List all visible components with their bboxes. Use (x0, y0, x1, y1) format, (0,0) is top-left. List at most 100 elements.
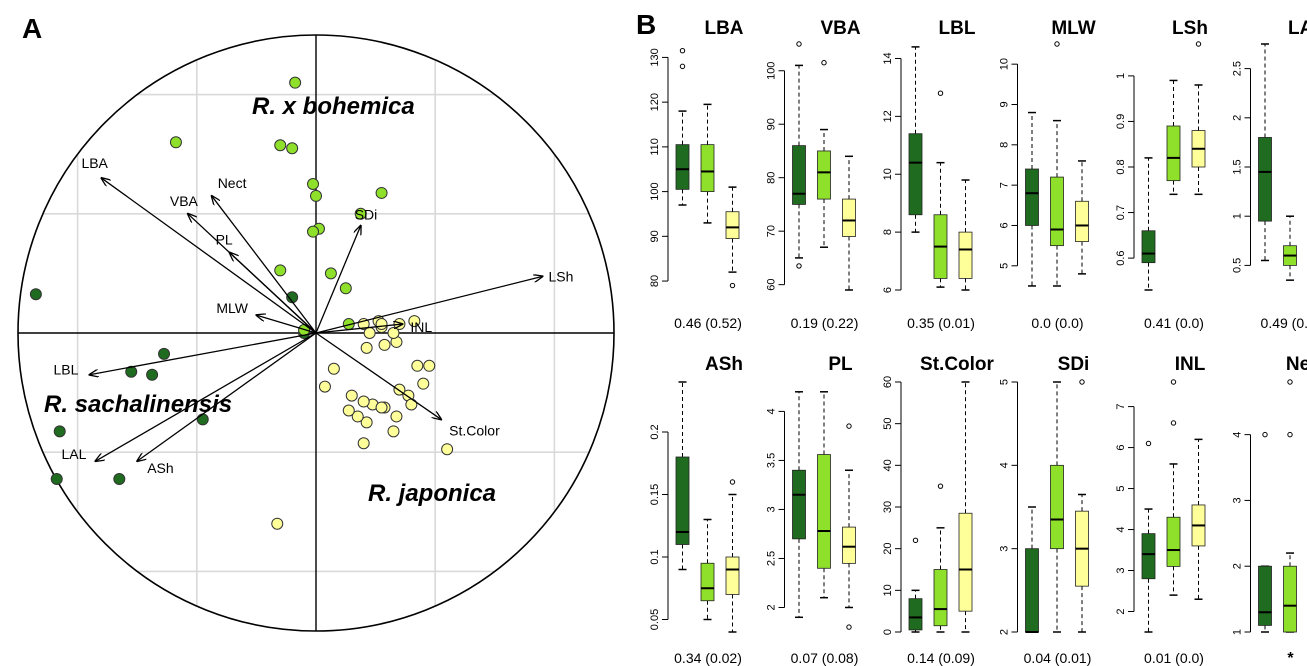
boxplot-title: St.Color (920, 354, 994, 375)
box-sachalinensis (1258, 43, 1272, 262)
y-tick-label: 5 (999, 263, 1011, 269)
data-point-japonica (357, 395, 370, 408)
data-point-sachalinensis (53, 425, 66, 438)
y-tick-label: 10 (999, 58, 1011, 70)
y-tick-label: 1 (1115, 73, 1127, 79)
loading-vector-lsh (315, 276, 542, 334)
y-tick-label: 8 (882, 229, 894, 235)
box-bohemica (700, 103, 715, 224)
outlier-point (1079, 379, 1085, 385)
box-japonica (1075, 379, 1089, 633)
boxplot-ash: ASh 0.05 0.1 0.15 0.2 0.34 (0.02) (649, 354, 743, 666)
y-tick-label: 2.5 (766, 551, 778, 566)
box-iqr (792, 145, 806, 205)
y-tick-label: 0.2 (649, 424, 661, 439)
y-tick-label: 0.8 (1115, 159, 1127, 174)
box-iqr (1141, 533, 1156, 580)
y-tick-label: 10 (882, 168, 894, 180)
boxplot-title: PL (828, 354, 853, 375)
y-tick-label: 4 (1232, 432, 1244, 438)
vector-label-lsh: LSh (548, 268, 573, 284)
vector-label-mlw: MLW (216, 300, 248, 316)
box-iqr (842, 526, 856, 564)
box-iqr (842, 198, 856, 237)
loading-vector-nect (212, 196, 317, 334)
box-iqr (1283, 565, 1297, 633)
y-tick-label: 6 (882, 287, 894, 293)
box-iqr (725, 556, 740, 595)
data-point-japonica (441, 443, 454, 456)
boxplot-lal: LAL 0.5 1 1.5 2 2.5 0.49 (0.0) (1232, 18, 1307, 331)
y-tick-label: 0.1 (649, 549, 661, 564)
data-point-japonica (375, 401, 388, 414)
outlier-point (846, 624, 852, 630)
loading-vector-st-color (315, 332, 441, 419)
box-iqr (817, 150, 831, 200)
y-tick-label: 90 (766, 118, 778, 130)
loading-vector-lal (95, 332, 317, 461)
y-tick-label: 1 (1232, 213, 1244, 219)
test-statistic: 0.35 (0.01) (907, 315, 975, 331)
box-sachalinensis (1025, 506, 1039, 633)
data-point-japonica (390, 410, 403, 423)
panel-a-label: A (22, 13, 42, 44)
boxplot-title: LBA (704, 18, 743, 39)
test-statistic: 0.19 (0.22) (791, 315, 859, 331)
outlier-point (796, 263, 802, 269)
boxplot-title: LBL (939, 18, 976, 39)
data-point-japonica (408, 315, 421, 328)
box-bohemica (817, 60, 831, 248)
data-point-bohemica (289, 76, 302, 89)
y-tick-label: 0.9 (1115, 114, 1127, 129)
y-tick-label: 2 (1232, 563, 1244, 569)
box-bohemica (1166, 379, 1181, 596)
data-point-sachalinensis (29, 288, 42, 301)
boxplot-nect: Nect 1 2 3 4 * (1232, 354, 1307, 666)
y-tick-label: 2 (766, 604, 778, 610)
outlier-point (937, 90, 944, 96)
data-point-bohemica (354, 207, 367, 220)
box-sachalinensis (908, 46, 923, 233)
box-japonica (1191, 438, 1206, 600)
data-point-japonica (417, 377, 430, 390)
box-sachalinensis (675, 48, 690, 206)
y-tick-label: 3 (999, 546, 1011, 552)
box-sachalinensis (908, 537, 923, 633)
box-sachalinensis (1141, 157, 1156, 291)
outlier-point (729, 282, 736, 289)
y-tick-label: 80 (649, 275, 661, 287)
box-japonica (725, 479, 740, 633)
y-tick-label: 2 (1115, 608, 1127, 614)
data-point-japonica (271, 517, 284, 530)
box-bohemica (817, 391, 831, 599)
outlier-point (912, 537, 919, 544)
data-point-japonica (405, 398, 418, 411)
boxplot-pl: PL 2 2.5 3 3.5 4 0.07 (0.08) (766, 354, 859, 666)
y-tick-label: 7 (999, 182, 1011, 188)
boxplot-title: VBA (820, 18, 860, 39)
box-sachalinensis (675, 381, 690, 571)
y-tick-label: 120 (649, 93, 661, 111)
boxplot-lsh: LSh 0.6 0.7 0.8 0.9 1 0.41 (0.0) (1115, 18, 1208, 331)
test-statistic: 0.07 (0.08) (791, 650, 859, 666)
data-point-bohemica (310, 189, 322, 202)
pca-biplot: LBA VBA Nect PL MLW SDi LSh INL St.Color LBL LAL AS… (17, 34, 615, 632)
outlier-point (1262, 431, 1268, 438)
outlier-point (796, 41, 802, 47)
outlier-point (846, 423, 852, 429)
test-statistic: 0.34 (0.02) (674, 650, 742, 666)
box-japonica (1075, 160, 1089, 275)
box-sachalinensis (792, 41, 806, 269)
y-tick-label: 70 (766, 225, 778, 237)
y-tick-label: 0.05 (649, 609, 661, 630)
y-tick-label: 110 (649, 138, 661, 156)
boxplot-vba: VBA 60 70 80 90 100 0.19 (0.22) (766, 18, 861, 331)
vector-label-inl: INL (410, 319, 432, 335)
loading-vector-lba (101, 178, 317, 334)
y-tick-label: 0 (882, 629, 894, 635)
boxplot-sdi: SDi 2 3 4 5 0.04 (0.01) (999, 354, 1092, 666)
data-point-sachalinensis (113, 473, 126, 486)
vector-label-st-color: St.Color (449, 422, 500, 438)
vector-label-ash: ASh (147, 460, 173, 476)
box-iqr (958, 512, 973, 612)
